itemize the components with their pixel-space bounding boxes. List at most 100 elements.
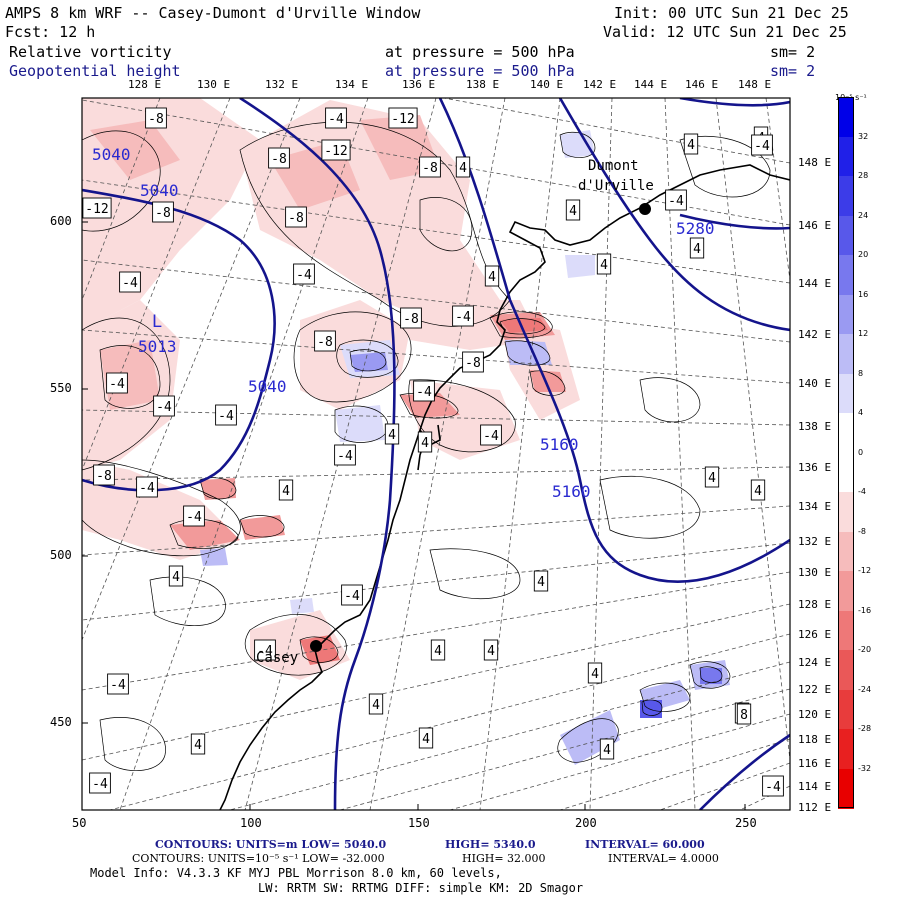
colorbar-segment	[838, 571, 854, 611]
colorbar-segment	[838, 215, 854, 256]
vorticity-label-box	[321, 139, 351, 161]
vorticity-label-box	[107, 673, 129, 695]
colorbar-label: 4	[858, 408, 864, 417]
colorbar-segment	[838, 413, 854, 453]
vorticity-label-box	[368, 693, 384, 715]
footer-model-info: Model Info: V4.3.3 KF MYJ PBL Morrison 8…	[90, 866, 502, 880]
vorticity-contour-label: -4	[337, 449, 353, 464]
right-lon-label: 134 E	[798, 500, 832, 513]
vorticity-contour-label: 4	[172, 570, 180, 585]
vorticity-contour-label: 4	[487, 644, 495, 659]
vorticity-contour-label: 4	[459, 161, 467, 176]
y-tick-label: 450	[50, 715, 72, 729]
vorticity-contour-label: -4	[109, 377, 125, 392]
field-vorticity-smoothing: sm= 2	[770, 43, 816, 61]
footer-vorticity-contours: CONTOURS: UNITS=10⁻⁵ s⁻¹ LOW= -32.000	[132, 852, 385, 865]
vorticity-contour-label: 4	[388, 428, 396, 443]
footer-vorticity-interval: INTERVAL= 4.0000	[608, 852, 719, 865]
vorticity-label-box	[419, 156, 441, 178]
vorticity-label-box	[285, 206, 307, 228]
x-tick-label: 100	[240, 816, 262, 830]
colorbar-label: 24	[858, 210, 869, 220]
vorticity-contour-label: -8	[422, 161, 438, 176]
y-tick-label: 500	[50, 548, 72, 562]
init-time: Init: 00 UTC Sun 21 Dec 25	[614, 4, 849, 22]
vorticity-contour-label: 4	[282, 484, 290, 499]
low-pressure-marker: L	[152, 312, 162, 332]
vorticity-contour-label: 4	[372, 698, 380, 713]
colorbar-segment	[838, 334, 854, 374]
vorticity-contour-label: 4	[708, 471, 716, 486]
height-contour-label: 5160	[552, 482, 591, 501]
vorticity-label-box	[153, 395, 175, 417]
vorticity-contour-label: -4	[218, 409, 234, 424]
vorticity-label-box	[341, 584, 363, 606]
vorticity-label-box	[106, 372, 128, 394]
vorticity-label-box	[599, 738, 615, 760]
colorbar-label: 12	[858, 329, 869, 338]
colorbar-segment	[838, 255, 854, 295]
vorticity-contour-label: -4	[765, 780, 781, 795]
colorbar-label: -20	[858, 645, 872, 654]
right-lon-label: 126 E	[798, 628, 832, 641]
right-lon-label: 136 E	[798, 461, 832, 474]
vorticity-contour-label: -4	[668, 194, 684, 209]
vorticity-label-box	[736, 703, 752, 725]
vorticity-contour-label: -8	[465, 356, 481, 371]
colorbar-label: 20	[858, 250, 869, 259]
vorticity-label-box	[215, 404, 237, 426]
vorticity-contour-label: 4	[422, 732, 430, 747]
map-frame	[81, 97, 791, 811]
colorbar-label: -24	[858, 684, 872, 694]
vorticity-label-box	[145, 107, 167, 129]
height-contour-label: 5040	[140, 181, 179, 200]
height-contours	[82, 98, 790, 810]
vorticity-label-box	[596, 253, 612, 275]
vorticity-contour-label: -8	[96, 469, 112, 484]
right-lon-label: 128 E	[798, 598, 832, 611]
y-tick-label: 550	[50, 381, 72, 395]
height-contour-label: 5280	[676, 219, 715, 238]
right-lon-label: 124 E	[798, 656, 832, 669]
right-lon-label: 130 E	[798, 566, 832, 579]
colorbar-segment	[838, 768, 854, 809]
vorticity-label-box	[119, 271, 141, 293]
colorbar-label: -12	[858, 566, 872, 575]
colorbar-label: 32	[858, 131, 869, 141]
vorticity-label-box	[418, 727, 434, 749]
vorticity-contour-label: -8	[288, 211, 304, 226]
right-lon-label: 116 E	[798, 757, 832, 770]
colorbar-segment	[838, 610, 854, 651]
vorticity-contour-label: 4	[687, 138, 695, 153]
field-height-name: Geopotential height	[9, 62, 181, 80]
valid-time: Valid: 12 UTC Sun 21 Dec 25	[603, 23, 847, 41]
casey-station-marker	[310, 640, 322, 652]
top-lon-label: 144 E	[634, 78, 668, 91]
forecast-hour: Fcst: 12 h	[5, 23, 96, 41]
height-contour-label: 5013	[138, 337, 177, 356]
vorticity-shading-positive	[200, 130, 730, 765]
map-title: AMPS 8 km WRF -- Casey-Dumont d'Urville …	[5, 4, 421, 22]
height-contour-label: 5040	[92, 145, 131, 164]
top-lon-label: 134 E	[335, 78, 369, 91]
vorticity-label-box	[455, 156, 471, 178]
vorticity-label-box	[430, 639, 446, 661]
top-lon-label: 132 E	[265, 78, 299, 91]
vorticity-contour-label: 4	[600, 258, 608, 273]
top-lon-label: 142 E	[583, 78, 617, 91]
footer-physics-info: LW: RRTM SW: RRTMG DIFF: simple KM: 2D S…	[258, 881, 584, 895]
colorbar-label: -4	[858, 487, 866, 496]
colorbar-segment	[838, 294, 854, 335]
colorbar-label: -28	[858, 724, 872, 733]
vorticity-label-box	[417, 431, 433, 453]
x-tick-label: 200	[575, 816, 597, 830]
vorticity-label-box	[400, 307, 422, 329]
dumont-label-line1: Dumont	[588, 158, 639, 174]
vorticity-contour-label: 4	[693, 242, 701, 257]
vorticity-contour-label: 4	[194, 738, 202, 753]
top-lon-label: 148 E	[738, 78, 772, 91]
footer-vorticity-high: HIGH= 32.000	[462, 852, 546, 865]
vorticity-label-box	[533, 570, 549, 592]
right-lon-label: 144 E	[798, 277, 832, 290]
